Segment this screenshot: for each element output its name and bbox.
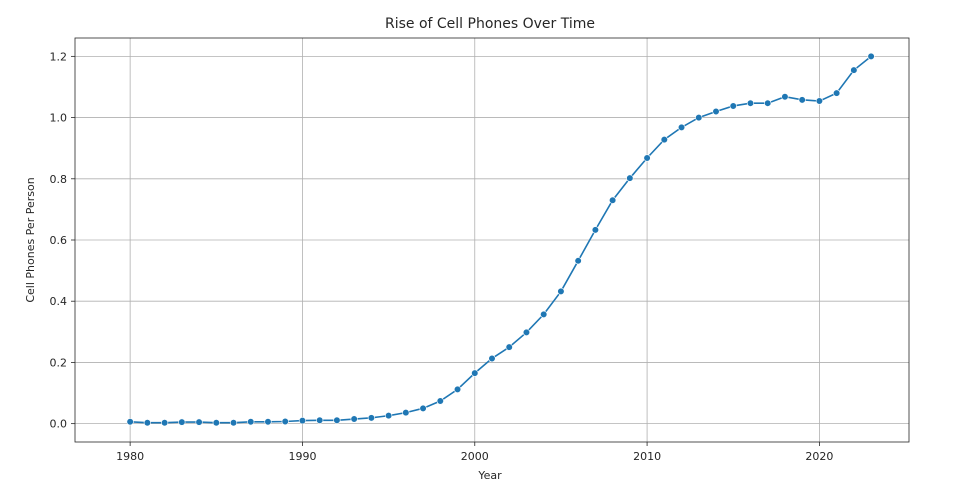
- y-tick-label: 0.4: [50, 295, 68, 308]
- data-point: [126, 418, 134, 426]
- data-point: [626, 174, 634, 182]
- data-point: [505, 343, 513, 351]
- data-point: [453, 385, 462, 393]
- x-tick-label: 1980: [116, 450, 144, 463]
- y-tick-label: 1.0: [50, 112, 68, 125]
- data-point: [522, 328, 531, 337]
- data-point: [316, 416, 324, 424]
- data-point: [781, 93, 789, 101]
- data-point: [712, 107, 720, 116]
- data-point: [471, 369, 479, 377]
- x-tick-label: 2020: [805, 450, 833, 463]
- series-layer: [126, 52, 875, 427]
- data-point: [264, 418, 272, 426]
- data-point: [574, 257, 582, 265]
- data-point: [143, 419, 151, 427]
- y-tick-label: 0.8: [50, 173, 68, 186]
- data-point: [195, 418, 203, 426]
- data-point: [815, 97, 823, 105]
- data-point: [161, 419, 169, 427]
- data-point: [643, 154, 651, 162]
- data-point: [764, 99, 772, 107]
- data-point: [247, 418, 255, 426]
- data-point: [298, 416, 307, 425]
- series-line: [130, 55, 872, 424]
- data-point: [850, 66, 858, 74]
- y-axis-label: Cell Phones Per Person: [24, 177, 37, 302]
- data-point: [867, 52, 875, 60]
- y-tick-label: 1.2: [50, 50, 68, 63]
- data-point: [488, 354, 496, 363]
- x-axis-label: Year: [477, 469, 502, 482]
- x-tick-label: 1990: [288, 450, 316, 463]
- chart-title: Rise of Cell Phones Over Time: [385, 16, 595, 32]
- data-point: [729, 102, 737, 110]
- data-point: [798, 96, 806, 104]
- axis-ticks: 1980 1990 2000 2010 2020 0.0 0.2 0.4 0.6 0.8 1.0 1.…: [50, 50, 834, 463]
- data-point: [350, 415, 358, 423]
- data-point: [591, 226, 599, 234]
- data-point: [833, 89, 841, 97]
- data-point: [660, 136, 668, 144]
- y-tick-label: 0.6: [50, 234, 68, 247]
- data-point: [746, 99, 755, 107]
- data-point: [540, 310, 548, 318]
- x-tick-label: 2010: [633, 450, 661, 463]
- data-point: [609, 196, 617, 204]
- data-point: [677, 123, 686, 131]
- data-point: [402, 409, 410, 417]
- data-point: [367, 414, 375, 422]
- data-point: [333, 416, 341, 424]
- data-point: [385, 412, 393, 420]
- data-point: [695, 113, 703, 122]
- x-tick-label: 2000: [461, 450, 489, 463]
- y-tick-label: 0.2: [50, 356, 68, 369]
- data-point: [557, 287, 565, 296]
- data-point: [229, 419, 238, 427]
- data-point: [212, 419, 220, 427]
- data-point: [436, 397, 444, 405]
- y-tick-label: 0.0: [50, 418, 68, 431]
- data-point: [281, 417, 289, 426]
- data-point: [178, 418, 186, 426]
- data-point: [419, 404, 427, 412]
- plot-frame: [74, 37, 910, 443]
